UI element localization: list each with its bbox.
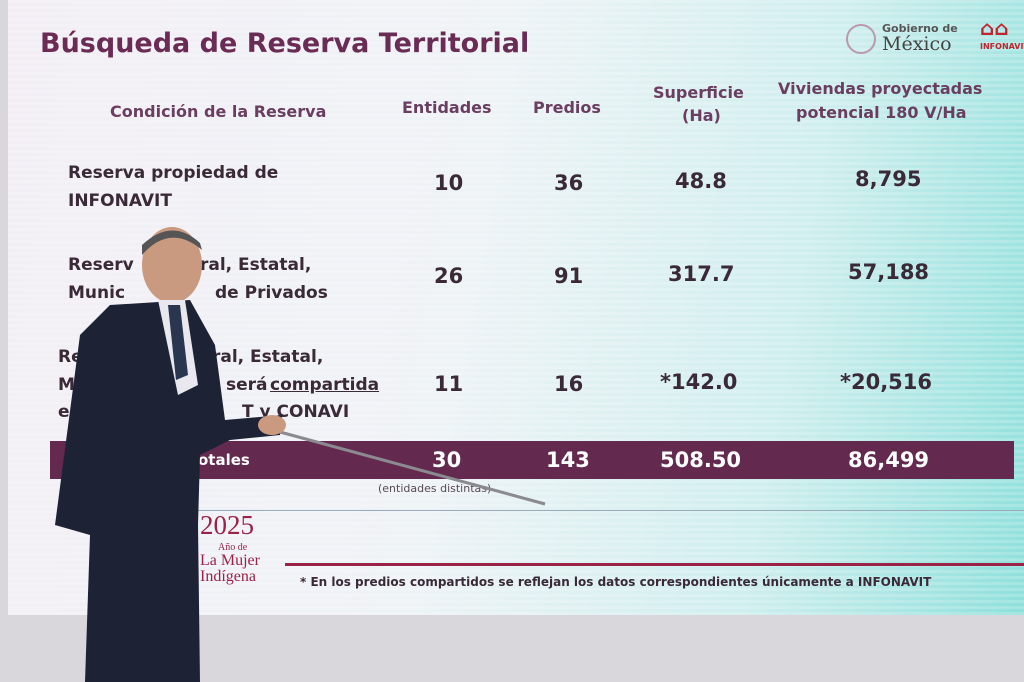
row2-predios: 91 bbox=[554, 264, 584, 288]
gobierno-logo-line2: México bbox=[882, 33, 952, 55]
row2-label-c: Munic bbox=[68, 283, 126, 303]
divider bbox=[60, 510, 1024, 511]
presenter-person bbox=[55, 227, 286, 682]
totals-entidades: 30 bbox=[432, 448, 462, 472]
year-logo-line3: Indígena bbox=[200, 568, 256, 585]
row3-label-b: ral, Estatal, bbox=[212, 347, 324, 367]
row3-predios: 16 bbox=[554, 372, 584, 396]
year-logo-line1: Año de bbox=[218, 542, 248, 553]
row1-superficie: 48.8 bbox=[675, 169, 727, 193]
header-entidades: Entidades bbox=[402, 98, 492, 117]
totals-label: otales bbox=[198, 451, 250, 469]
header-viviendas-sub: potencial 180 V/Ha bbox=[796, 103, 967, 122]
infonavit-logo-text: INFONAVIT bbox=[980, 42, 1024, 51]
row2-label-a: Reserv bbox=[68, 255, 134, 275]
row2-entidades: 26 bbox=[434, 264, 464, 288]
header-condicion: Condición de la Reserva bbox=[110, 102, 327, 121]
year-logo-line2: La Mujer bbox=[200, 552, 260, 569]
row2-label-b: ral, Estatal, bbox=[200, 255, 312, 275]
coat-of-arms-icon bbox=[846, 24, 876, 54]
row3-superficie: *142.0 bbox=[660, 370, 738, 394]
row3-entidades: 11 bbox=[434, 372, 464, 396]
header-superficie-unit: (Ha) bbox=[682, 106, 721, 125]
row1-viviendas: 8,795 bbox=[855, 167, 922, 191]
totals-superficie: 508.50 bbox=[660, 448, 742, 472]
row2-viviendas: 57,188 bbox=[848, 260, 930, 284]
infonavit-house-icon: ⌂⌂ bbox=[980, 16, 1009, 40]
row1-label-line1: Reserva propiedad de bbox=[68, 163, 279, 183]
row3-label-d: será bbox=[226, 375, 268, 395]
row3-viviendas: *20,516 bbox=[840, 370, 933, 394]
slide-title: Búsqueda de Reserva Territorial bbox=[40, 28, 530, 59]
totals-note: (entidades distintas) bbox=[378, 482, 492, 495]
row1-entidades: 10 bbox=[434, 171, 464, 195]
row2-superficie: 317.7 bbox=[668, 262, 735, 286]
year-logo: 2025 bbox=[200, 510, 254, 540]
header-superficie: Superficie bbox=[653, 83, 744, 102]
row1-predios: 36 bbox=[554, 171, 584, 195]
footer-rule bbox=[285, 563, 1024, 566]
row3-label-e: compartida bbox=[270, 375, 380, 395]
totals-predios: 143 bbox=[546, 448, 590, 472]
footnote: * En los predios compartidos se reflejan… bbox=[300, 575, 932, 589]
gobierno-logo-line1: Gobierno de bbox=[882, 22, 958, 35]
header-viviendas: Viviendas proyectadas bbox=[778, 79, 983, 98]
row1-label-line2: INFONAVIT bbox=[68, 191, 172, 211]
row2-label-d: de Privados bbox=[215, 283, 328, 303]
header-predios: Predios bbox=[533, 98, 601, 117]
totals-viviendas: 86,499 bbox=[848, 448, 930, 472]
